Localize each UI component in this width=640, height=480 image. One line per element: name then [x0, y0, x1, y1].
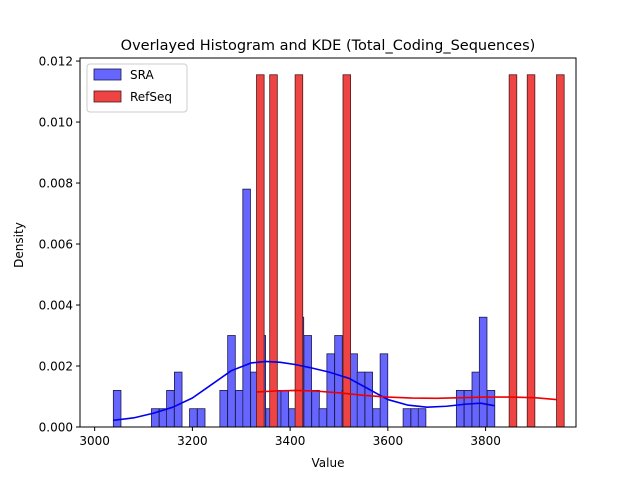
kde-line-refseq — [256, 389, 557, 401]
histogram-bar — [478, 316, 488, 428]
histogram-bar — [318, 408, 328, 428]
chart-title: Overlayed Histogram and KDE (Total_Codin… — [121, 38, 536, 54]
y-tick-label: 0.010 — [39, 116, 73, 130]
histogram-bar — [372, 408, 381, 428]
histogram-bar — [556, 74, 565, 428]
y-tick-label: 0.006 — [39, 238, 73, 252]
legend-swatch-sra — [93, 68, 122, 81]
y-tick-label: 0.012 — [39, 55, 73, 69]
histogram-bar — [256, 74, 265, 428]
histogram-bar — [417, 408, 427, 428]
y-tick-label: 0.004 — [39, 299, 73, 313]
histogram-bar — [379, 353, 389, 428]
y-tick-label: 0.002 — [39, 360, 73, 374]
histogram-bar — [112, 389, 122, 428]
axes: 3000 3200 3400 3600 3800 0.000 0.002 0.004 0.006… — [39, 55, 577, 448]
histogram-bar — [196, 408, 206, 428]
x-tick-label: 3600 — [373, 434, 404, 448]
legend-label-refseq: RefSeq — [130, 90, 172, 104]
histogram-bar — [294, 74, 304, 428]
histogram-bar — [364, 371, 374, 428]
histogram-bar — [311, 389, 320, 428]
y-tick-label: 0.008 — [39, 177, 73, 191]
histogram-bar — [235, 389, 244, 428]
histogram-bar — [471, 371, 481, 428]
legend: SRA RefSeq — [86, 63, 188, 113]
y-axis-label: Density — [12, 222, 26, 268]
histogram-bar — [508, 74, 518, 428]
legend-swatch-refseq — [93, 90, 122, 103]
kde-line-sra — [113, 360, 495, 422]
histogram-bar — [402, 408, 412, 428]
histogram-bar — [342, 74, 352, 428]
x-tick-label: 3800 — [470, 434, 501, 448]
histogram-bar — [227, 335, 236, 428]
histogram-bar — [219, 389, 228, 428]
x-tick-label: 3400 — [275, 434, 306, 448]
legend-label-sra: SRA — [130, 68, 154, 82]
histogram-bar — [174, 371, 183, 428]
histogram-bar — [242, 188, 251, 428]
histogram-bar — [410, 408, 419, 428]
histogram-bar — [455, 389, 465, 428]
histogram-bar — [526, 74, 536, 428]
axes-frame — [79, 57, 577, 428]
histogram-bar — [334, 335, 343, 428]
histogram-bar — [326, 353, 335, 428]
histogram-bar — [280, 389, 289, 428]
x-axis-label: Value — [312, 456, 345, 470]
histogram-bar — [356, 371, 366, 428]
x-tick-label: 3200 — [177, 434, 208, 448]
histogram-bar — [189, 408, 198, 428]
x-tick-label: 3000 — [79, 434, 110, 448]
histogram-bar — [269, 74, 278, 428]
histogram-bar — [303, 335, 312, 428]
histogram-bar — [486, 389, 496, 428]
histogram-bar — [463, 389, 473, 428]
y-tick-label: 0.000 — [39, 421, 73, 435]
